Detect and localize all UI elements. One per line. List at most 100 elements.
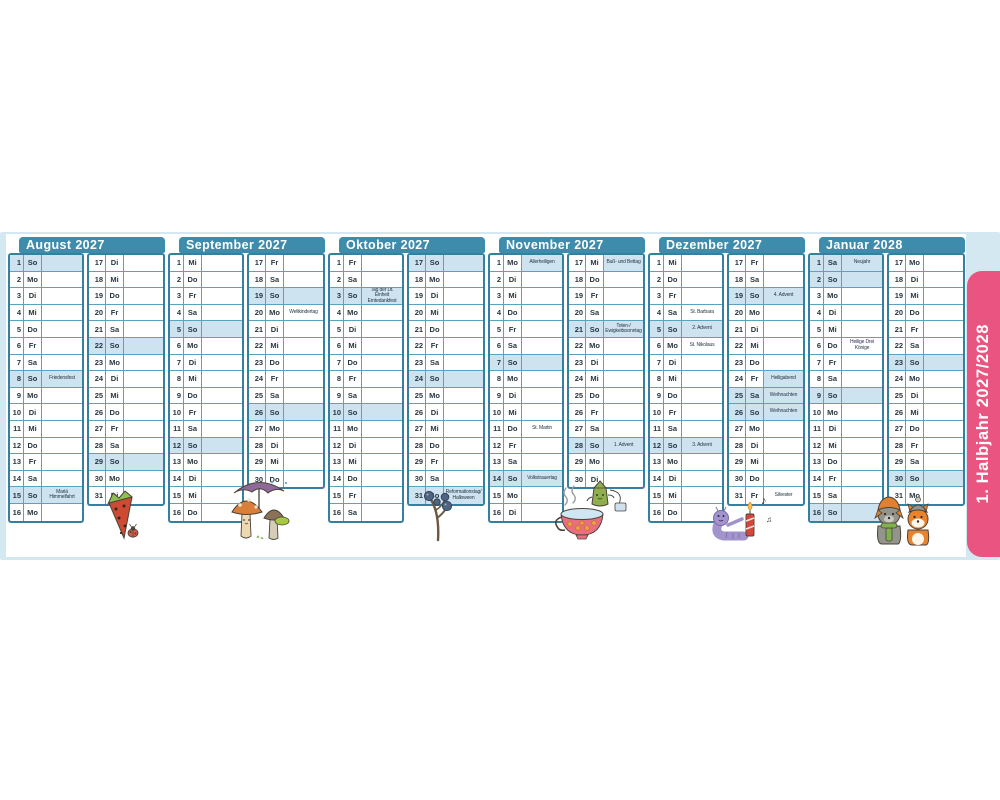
day-row: 1 Sa Neujahr [810, 255, 883, 272]
day-number: 8 [490, 371, 504, 387]
day-row: 14 Sa [10, 470, 83, 488]
day-number: 26 [249, 404, 267, 420]
holiday-note: Friedensfest [49, 375, 75, 382]
day-number: 17 [889, 255, 907, 271]
weekday-abbrev: Mi [746, 454, 765, 470]
weekday-abbrev: Mi [664, 371, 682, 387]
day-number: 11 [810, 420, 824, 437]
weekday-abbrev: Di [664, 470, 682, 487]
weekday-abbrev: Do [664, 387, 682, 404]
weekday-abbrev: Di [266, 321, 285, 337]
holiday-note [362, 471, 402, 487]
day-row: 28 Do [409, 437, 483, 455]
holiday-note: Silvester [774, 491, 793, 498]
weekday-abbrev: So [106, 337, 125, 354]
weekday-abbrev: Mi [426, 420, 445, 437]
holiday-note [284, 338, 323, 354]
day-row: 14 So Volkstrauertag [490, 470, 563, 488]
weekday-abbrev: Sa [266, 387, 285, 404]
holiday-note [124, 421, 163, 437]
day-row: 5 So 2. Advent [650, 321, 723, 338]
weekday-abbrev: Mo [746, 420, 765, 437]
days-right-table: 17 Fr 18 Sa 19 So 20 Mo Weltkindertag 21 Di 22 Mi 23 D… [247, 253, 325, 490]
day-row: 13 Mo [170, 454, 243, 471]
holiday-note [764, 421, 803, 437]
days-left-table: 1 Mi 2 Do 3 Fr 4 Sa St. Barbara 5 So 2. Advent 6 Mo St… [648, 253, 725, 523]
day-number: 12 [170, 437, 184, 454]
day-number: 10 [810, 404, 824, 420]
weekday-abbrev: Di [504, 503, 522, 521]
day-row: 5 Di [330, 321, 403, 338]
day-number: 18 [409, 271, 427, 288]
day-number: 4 [650, 304, 664, 321]
month-title: November 2027 [499, 237, 645, 253]
holiday-note [764, 321, 803, 337]
holiday-note [764, 355, 803, 371]
day-row: 18 Sa [729, 271, 803, 289]
weekday-abbrev: So [24, 371, 42, 387]
weekday-abbrev: So [664, 321, 682, 337]
weekday-abbrev: So [24, 255, 42, 271]
weekday-abbrev: Fr [906, 321, 925, 337]
day-number: 12 [490, 437, 504, 454]
day-row: 11 Mo [330, 420, 403, 438]
holiday-note [924, 272, 963, 288]
day-number: 28 [249, 437, 267, 454]
day-number: 9 [810, 387, 824, 404]
weekday-abbrev: Fr [24, 454, 42, 470]
day-row: 1 Mi [170, 255, 243, 272]
holiday-note [924, 321, 963, 337]
weekday-abbrev: So [184, 437, 202, 454]
holiday-note [362, 321, 402, 337]
day-number: 19 [569, 288, 587, 304]
holiday-note [604, 421, 643, 437]
day-row: 16 Do [170, 503, 242, 521]
holiday-note [362, 404, 402, 420]
weekday-abbrev: Sa [824, 487, 842, 503]
weekday-abbrev: Di [586, 354, 605, 371]
day-number: 22 [409, 337, 427, 354]
month-panel: Oktober 2027 1 Fr 2 Sa 3 So Tag der Dt. Einheit… [328, 237, 485, 542]
day-row: 19 Fr [569, 288, 643, 305]
holiday-note [202, 272, 242, 288]
day-row: 25 Mo [409, 387, 483, 405]
day-row: 27 Mo [249, 420, 323, 438]
holiday-note [202, 288, 242, 304]
day-row: 17 So [409, 255, 483, 272]
holiday-note [444, 471, 483, 487]
day-number: 7 [810, 354, 824, 371]
holiday-note [682, 288, 722, 304]
day-number: 17 [569, 255, 587, 271]
holiday-note [362, 338, 402, 354]
holiday-note [444, 438, 483, 454]
weekday-abbrev: So [504, 470, 522, 487]
day-row: 6 Fr [10, 337, 83, 355]
holiday-note: Toten-/ Ewigkeitssonntag [605, 322, 642, 335]
day-number: 8 [810, 371, 824, 387]
day-number: 23 [729, 354, 747, 371]
holiday-note [284, 421, 323, 437]
day-number: 21 [249, 321, 267, 337]
holiday-note [842, 438, 882, 454]
weekday-abbrev: Fr [906, 437, 925, 454]
day-number: 6 [10, 337, 24, 354]
holiday-note [124, 404, 163, 420]
day-row: 14 Di [650, 470, 723, 488]
day-row: 20 Mo Weltkindertag [249, 304, 323, 322]
day-row: 28 So 1. Advent [569, 437, 643, 455]
day-number: 25 [729, 387, 747, 404]
teacup-teabag-illustration [554, 480, 627, 540]
month-tables: 1 Mi 2 Do 3 Fr 4 Sa St. Barbara 5 So 2. Advent 6 Mo St… [648, 253, 805, 523]
holiday-note [924, 388, 963, 404]
day-number: 11 [10, 420, 24, 437]
day-number: 5 [810, 321, 824, 337]
day-row: 15 Fr [330, 487, 403, 504]
holiday-note [202, 388, 242, 404]
holiday-note [124, 288, 163, 304]
day-row: 9 Do [170, 387, 243, 405]
day-number: 20 [569, 304, 587, 321]
weekday-abbrev: Di [824, 304, 842, 321]
days-right-table: 17 Mi Buß- und Bettag 18 Do 19 Fr 20 Sa 21 So Toten… [567, 253, 645, 490]
holiday-note [444, 288, 483, 304]
holiday-note [842, 454, 882, 470]
